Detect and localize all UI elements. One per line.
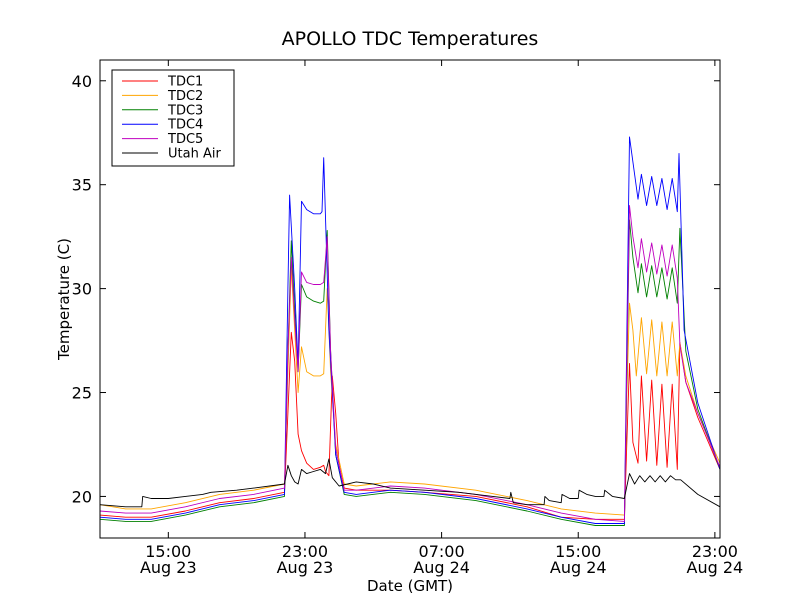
chart-title: APOLLO TDC Temperatures <box>282 28 539 50</box>
x-tick-label-date: Aug 24 <box>550 558 607 577</box>
series-line-tdc2 <box>99 267 721 516</box>
y-tick-label: 35 <box>72 176 92 195</box>
x-tick-label-time: 07:00 <box>419 542 465 561</box>
x-tick-label-time: 23:00 <box>692 542 738 561</box>
series-layer <box>99 136 721 526</box>
series-line-utah-air <box>99 458 721 508</box>
legend-label-tdc4: TDC4 <box>167 118 203 133</box>
y-tick-label: 40 <box>72 72 92 91</box>
legend-label-tdc2: TDC2 <box>167 89 203 104</box>
x-tick-label-time: 15:00 <box>145 542 191 561</box>
series-line-tdc5 <box>99 205 721 522</box>
x-tick-label-date: Aug 24 <box>687 558 744 577</box>
legend-box <box>111 69 235 167</box>
legend-label-utah-air: Utah Air <box>168 147 221 162</box>
y-tick-label: 20 <box>72 487 92 506</box>
series-line-tdc1 <box>99 331 721 520</box>
x-axis-label: Date (GMT) <box>367 577 453 595</box>
series-line-tdc4 <box>99 136 721 524</box>
x-tick-label-date: Aug 24 <box>413 558 470 577</box>
y-tick-label: 30 <box>72 280 92 299</box>
y-axis-label: Temperature (C) <box>55 238 73 361</box>
x-tick-label-time: 23:00 <box>282 542 328 561</box>
y-tick-label: 25 <box>72 384 92 403</box>
x-tick-label-date: Aug 23 <box>140 558 197 577</box>
plot-frame <box>99 59 721 539</box>
x-tick-label-date: Aug 23 <box>277 558 334 577</box>
x-tick-label-time: 15:00 <box>555 542 601 561</box>
legend-label-tdc5: TDC5 <box>167 132 203 147</box>
legend-label-tdc3: TDC3 <box>167 103 203 118</box>
legend-label-tdc1: TDC1 <box>167 75 203 90</box>
